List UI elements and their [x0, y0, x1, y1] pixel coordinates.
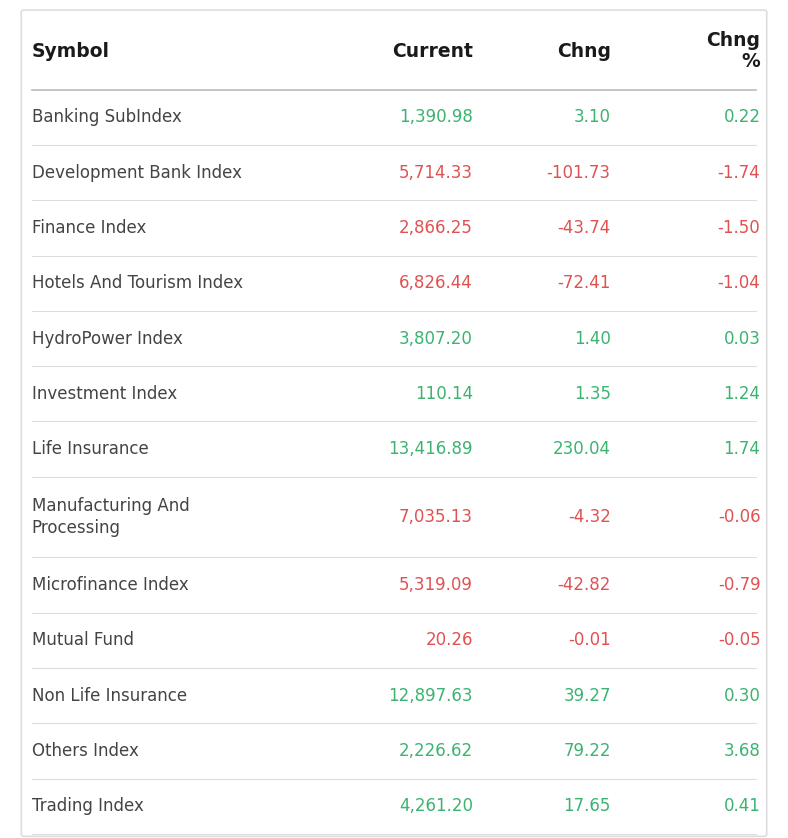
- Text: Mutual Fund: Mutual Fund: [32, 631, 133, 649]
- Text: 6,826.44: 6,826.44: [399, 274, 473, 292]
- Text: Chng: Chng: [556, 42, 611, 60]
- Text: HydroPower Index: HydroPower Index: [32, 329, 182, 348]
- Text: -4.32: -4.32: [568, 508, 611, 526]
- Text: Trading Index: Trading Index: [32, 797, 143, 815]
- Text: 1,390.98: 1,390.98: [399, 108, 473, 127]
- Text: -1.04: -1.04: [718, 274, 760, 292]
- Text: 5,714.33: 5,714.33: [399, 163, 473, 182]
- Text: 110.14: 110.14: [414, 385, 473, 403]
- Text: -72.41: -72.41: [557, 274, 611, 292]
- Text: Life Insurance: Life Insurance: [32, 440, 148, 458]
- Text: -1.74: -1.74: [718, 163, 760, 182]
- Text: -0.05: -0.05: [718, 631, 760, 649]
- Text: 17.65: 17.65: [563, 797, 611, 815]
- Text: Finance Index: Finance Index: [32, 219, 146, 237]
- Text: -1.50: -1.50: [718, 219, 760, 237]
- Text: 1.74: 1.74: [723, 440, 760, 458]
- Text: 0.41: 0.41: [723, 797, 760, 815]
- Text: 2,226.62: 2,226.62: [399, 742, 473, 760]
- Text: -42.82: -42.82: [557, 576, 611, 594]
- Text: 7,035.13: 7,035.13: [399, 508, 473, 526]
- Text: 1.40: 1.40: [574, 329, 611, 348]
- Text: 3.68: 3.68: [723, 742, 760, 760]
- Text: Others Index: Others Index: [32, 742, 139, 760]
- Text: 2,866.25: 2,866.25: [399, 219, 473, 237]
- Text: 20.26: 20.26: [426, 631, 473, 649]
- Text: 5,319.09: 5,319.09: [399, 576, 473, 594]
- Text: Banking SubIndex: Banking SubIndex: [32, 108, 181, 127]
- Text: -0.06: -0.06: [718, 508, 760, 526]
- Text: 3.10: 3.10: [574, 108, 611, 127]
- Text: Current: Current: [392, 42, 473, 60]
- Text: 12,897.63: 12,897.63: [388, 686, 473, 705]
- Text: Development Bank Index: Development Bank Index: [32, 163, 241, 182]
- Text: Symbol: Symbol: [32, 42, 110, 60]
- Text: 0.30: 0.30: [723, 686, 760, 705]
- Text: 4,261.20: 4,261.20: [399, 797, 473, 815]
- Text: Non Life Insurance: Non Life Insurance: [32, 686, 187, 705]
- FancyBboxPatch shape: [21, 10, 767, 836]
- Text: Microfinance Index: Microfinance Index: [32, 576, 188, 594]
- Text: -101.73: -101.73: [547, 163, 611, 182]
- Text: Manufacturing And
Processing: Manufacturing And Processing: [32, 497, 189, 537]
- Text: Investment Index: Investment Index: [32, 385, 177, 403]
- Text: Hotels And Tourism Index: Hotels And Tourism Index: [32, 274, 243, 292]
- Text: -43.74: -43.74: [557, 219, 611, 237]
- Text: 79.22: 79.22: [563, 742, 611, 760]
- Text: -0.79: -0.79: [718, 576, 760, 594]
- Text: 0.22: 0.22: [723, 108, 760, 127]
- Text: 0.03: 0.03: [723, 329, 760, 348]
- Text: 3,807.20: 3,807.20: [399, 329, 473, 348]
- Text: 39.27: 39.27: [563, 686, 611, 705]
- Text: 1.35: 1.35: [574, 385, 611, 403]
- Text: Chng
%: Chng %: [706, 31, 760, 71]
- Text: 13,416.89: 13,416.89: [388, 440, 473, 458]
- Text: -0.01: -0.01: [568, 631, 611, 649]
- Text: 1.24: 1.24: [723, 385, 760, 403]
- Text: 230.04: 230.04: [552, 440, 611, 458]
